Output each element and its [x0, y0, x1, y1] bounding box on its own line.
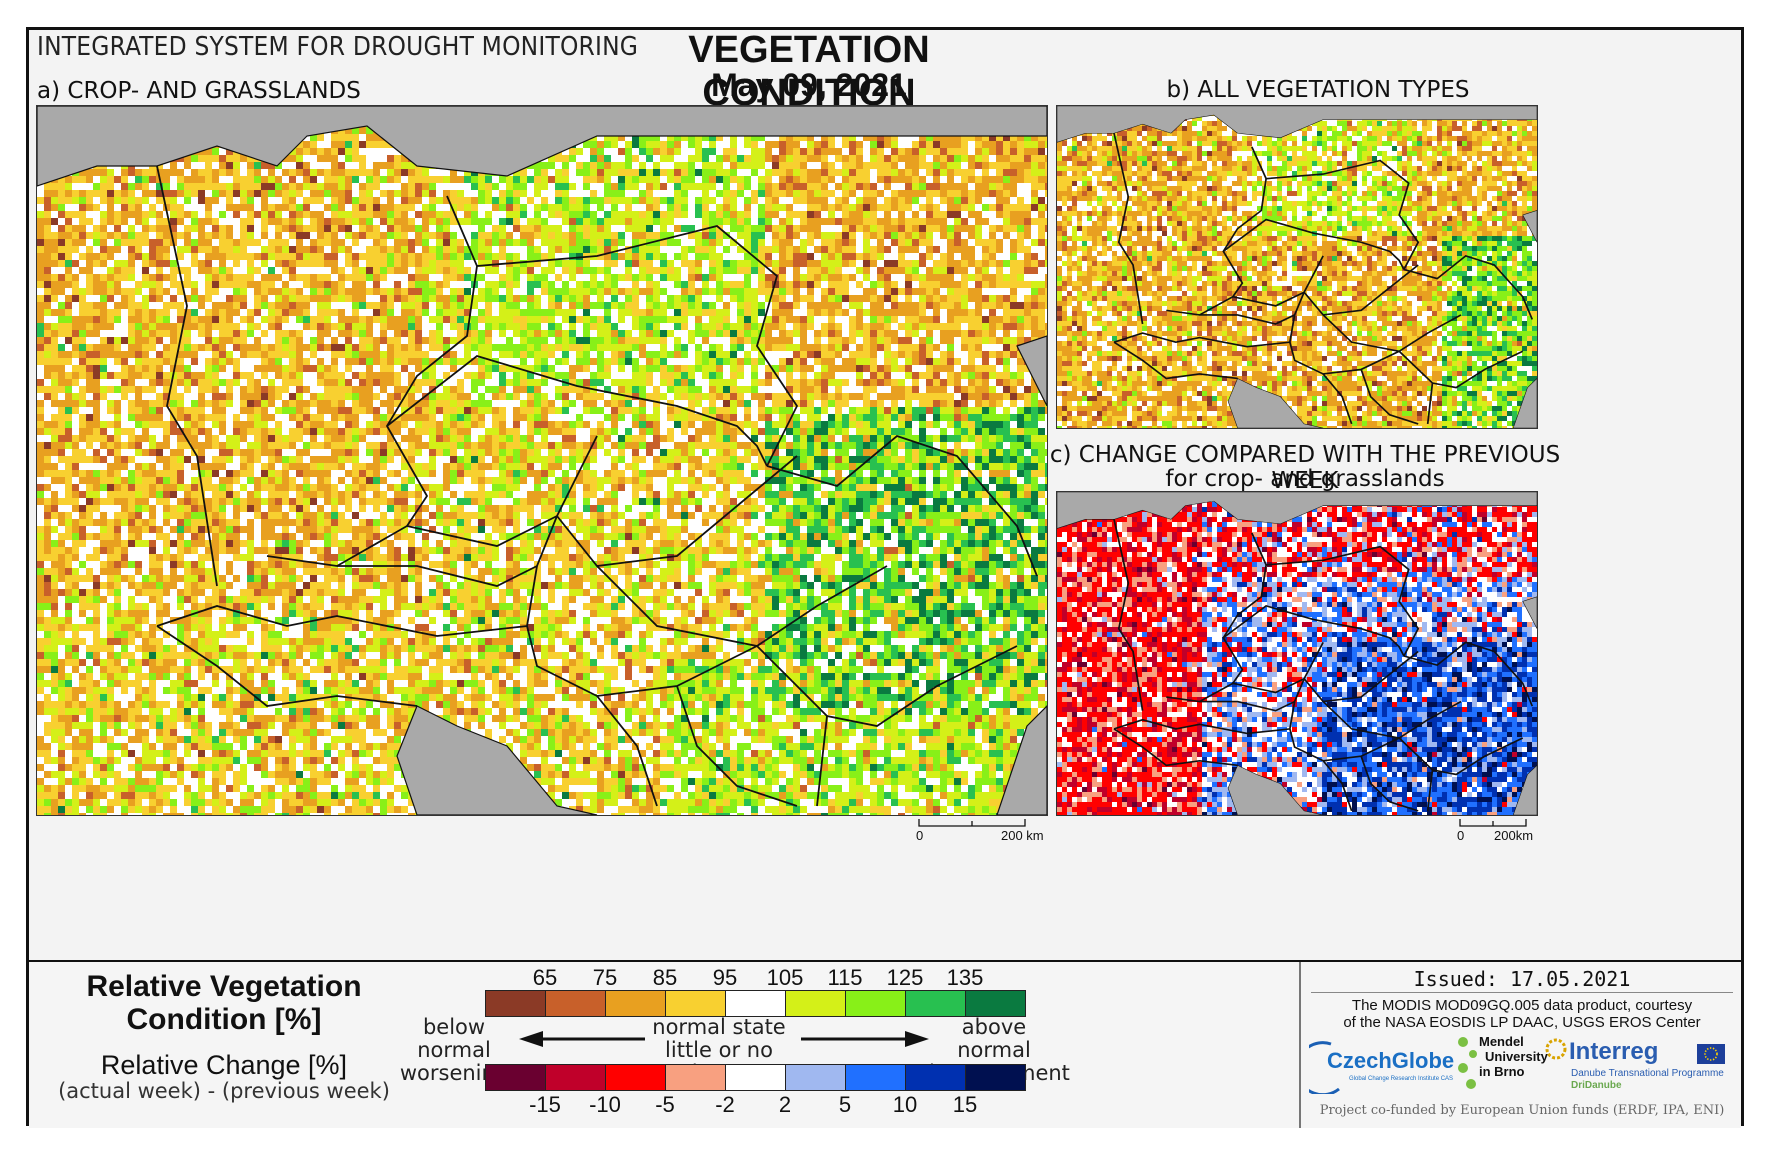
mendel-line-2: University	[1485, 1049, 1548, 1064]
below-normal-text: below normal	[389, 1016, 519, 1062]
mendel-line-1: Mendel	[1479, 1034, 1524, 1049]
credits-divider	[1311, 992, 1733, 993]
mendel-dots-icon	[1458, 1037, 1477, 1089]
tick-label: 125	[887, 965, 924, 991]
legend-condition-title-1: Relative Vegetation	[49, 970, 399, 1004]
tick-label: 95	[713, 965, 737, 991]
condition-swatch	[786, 991, 846, 1016]
change-swatch	[606, 1065, 666, 1090]
interreg-star-icon	[1545, 1038, 1567, 1060]
condition-colorbar	[485, 990, 1026, 1017]
worsening-text: worsening	[389, 1062, 519, 1085]
tick-label: 65	[533, 965, 557, 991]
all-vegetation-map	[1057, 106, 1537, 428]
eu-flag-icon	[1697, 1044, 1725, 1064]
issued-date: Issued: 17.05.2021	[1301, 967, 1743, 991]
czechglobe-arc-icon	[1309, 1041, 1340, 1094]
mendel-line-3: in Brno	[1479, 1064, 1525, 1079]
scale-zero: 0	[1457, 828, 1464, 843]
tick-label: 115	[827, 965, 862, 991]
mendel-logo: Mendel University in Brno	[1451, 1034, 1551, 1098]
change-colorbar	[485, 1064, 1026, 1091]
vegetation-condition-map	[37, 106, 1047, 815]
interreg-text: Interreg	[1569, 1038, 1658, 1066]
weekly-change-map	[1057, 492, 1537, 815]
above-normal-text: above normal	[929, 1016, 1059, 1062]
map-panel-c	[1056, 491, 1538, 816]
panel-c-label: c) CHANGE COMPARED WITH THE PREVIOUS WEE…	[1049, 442, 1561, 494]
change-swatch	[846, 1065, 906, 1090]
scale-bar-graphic	[1459, 819, 1527, 827]
system-name: INTEGRATED SYSTEM FOR DROUGHT MONITORING	[37, 32, 638, 62]
tick-label: 85	[653, 965, 677, 991]
condition-swatch	[546, 991, 606, 1016]
scale-distance: 200 km	[1001, 828, 1044, 843]
map-panel-b	[1056, 105, 1538, 429]
map-date: May 09, 2021	[599, 67, 1019, 104]
panel-c-sublabel: for crop- and grasslands	[1049, 466, 1561, 492]
czechglobe-text: CzechGlobe	[1327, 1048, 1454, 1074]
tick-label: -10	[589, 1092, 621, 1118]
condition-swatch	[726, 991, 786, 1016]
tick-label: 105	[767, 965, 804, 991]
czechglobe-logo: CzechGlobe Global Change Research Instit…	[1309, 1034, 1459, 1094]
legend: Relative Vegetation Condition [%] Relati…	[29, 960, 1741, 1128]
right-arrow-icon	[801, 1031, 929, 1047]
tick-label: 75	[593, 965, 617, 991]
legend-condition-title-2: Condition [%]	[49, 1003, 399, 1037]
interreg-logo: Interreg Danube Transnational Programme …	[1541, 1034, 1741, 1096]
legend-below-normal: below normal worsening	[389, 1016, 519, 1085]
interreg-project: DriDanube	[1571, 1080, 1622, 1091]
change-swatch	[486, 1065, 546, 1090]
change-swatch	[726, 1065, 786, 1090]
panel-a-label: a) CROP- AND GRASSLANDS	[37, 78, 361, 104]
change-swatch	[786, 1065, 846, 1090]
panel-b-label: b) ALL VEGETATION TYPES	[1079, 77, 1557, 103]
scale-distance: 200km	[1494, 828, 1533, 843]
change-swatch	[906, 1065, 966, 1090]
interreg-programme: Danube Transnational Programme	[1571, 1068, 1724, 1079]
main-title: VEGETATION CONDITION	[599, 29, 1019, 115]
tick-label: 5	[839, 1092, 851, 1118]
scale-zero: 0	[916, 828, 923, 843]
funding-note: Project co-funded by European Union fund…	[1301, 1103, 1743, 1118]
tick-label: 135	[947, 965, 984, 991]
normal-state-text: normal state	[634, 1016, 804, 1039]
condition-swatch	[966, 991, 1025, 1016]
credits-box: Issued: 17.05.2021 The MODIS MOD09GQ.005…	[1299, 962, 1743, 1128]
tick-label: -15	[529, 1092, 561, 1118]
legend-change-title: Relative Change [%]	[49, 1050, 399, 1081]
modis-credit-1: The MODIS MOD09GQ.005 data product, cour…	[1301, 997, 1743, 1015]
scale-bar-graphic	[918, 819, 1026, 827]
condition-swatch	[906, 991, 966, 1016]
legend-change-formula: (actual week) - (previous week)	[49, 1079, 399, 1103]
map-panel-a	[36, 105, 1048, 816]
left-arrow-icon	[519, 1031, 645, 1047]
tick-label: 2	[779, 1092, 791, 1118]
tick-label: -2	[715, 1092, 735, 1118]
tick-label: 15	[953, 1092, 977, 1118]
condition-swatch	[486, 991, 546, 1016]
modis-credit-2: of the NASA EOSDIS LP DAAC, USGS EROS Ce…	[1301, 1014, 1743, 1032]
tick-label: 10	[893, 1092, 917, 1118]
condition-swatch	[846, 991, 906, 1016]
change-swatch	[546, 1065, 606, 1090]
map-sheet: INTEGRATED SYSTEM FOR DROUGHT MONITORING…	[26, 27, 1744, 1128]
change-swatch	[666, 1065, 726, 1090]
condition-swatch	[606, 991, 666, 1016]
condition-swatch	[666, 991, 726, 1016]
tick-label: -5	[655, 1092, 675, 1118]
czechglobe-subtext: Global Change Research Institute CAS	[1349, 1076, 1453, 1082]
change-swatch	[966, 1065, 1025, 1090]
